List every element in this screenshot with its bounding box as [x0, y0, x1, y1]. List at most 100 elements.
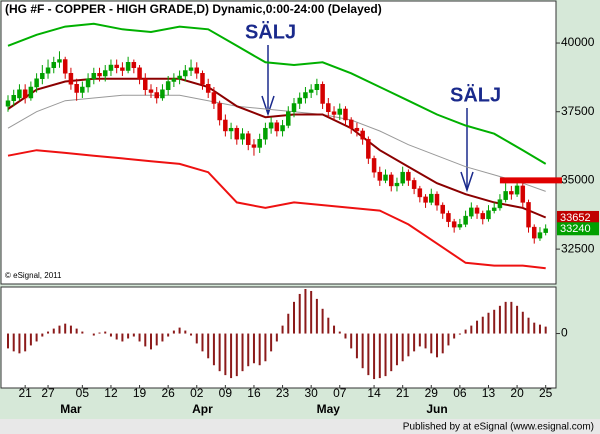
candle-body [143, 78, 148, 90]
x-tick-label: 02 [190, 386, 204, 400]
arrow-head [261, 95, 275, 117]
candle-body [194, 67, 200, 74]
month-label: Jun [426, 402, 447, 416]
oscillator-bar [270, 333, 273, 352]
candle-body [148, 89, 154, 93]
month-label: Mar [60, 402, 82, 416]
candle-body [286, 111, 291, 126]
candle-body [274, 122, 280, 132]
candle-body [85, 78, 91, 88]
candle-body [446, 213, 451, 222]
price-label-box [557, 210, 599, 224]
candle-body [223, 119, 228, 132]
x-tick-label: 16 [247, 386, 261, 400]
candle-body [474, 207, 480, 214]
candle-body [509, 191, 514, 195]
oscillator-bar [430, 333, 433, 354]
oscillator-bar [355, 333, 358, 359]
oscillator-bar [150, 333, 152, 350]
candle-body [11, 94, 16, 101]
oscillator-bar [24, 333, 27, 352]
oscillator-bar [458, 333, 461, 335]
candle-body [68, 73, 74, 85]
candle-body [251, 144, 257, 148]
candle-body [22, 89, 28, 99]
x-tick-label: 25 [539, 386, 553, 400]
candle-body [491, 207, 497, 211]
candle-body [326, 103, 331, 112]
oscillator-bar [413, 333, 416, 352]
oscillator-bar [52, 328, 55, 334]
oscillator-bar [504, 301, 507, 334]
oscillator-bar [264, 333, 267, 362]
x-tick-label: 26 [161, 386, 175, 400]
oscillator-bar [92, 333, 95, 336]
oscillator-bar [510, 301, 513, 334]
candle-body [320, 84, 325, 104]
oscillator-bar [321, 308, 324, 334]
candle-body [183, 70, 188, 77]
candle-body [520, 185, 526, 203]
candle-body [308, 89, 314, 93]
band-line [7, 94, 546, 192]
oscillator-bar [235, 333, 238, 377]
candle-body [268, 122, 274, 129]
candle-body [486, 210, 491, 220]
candle-body [257, 138, 262, 148]
oscillator-bar [138, 333, 141, 342]
month-label: May [317, 402, 341, 416]
candle-body [480, 213, 486, 220]
candle-body [423, 196, 428, 203]
candle-body [154, 92, 159, 99]
annotation: SÄLJ [245, 20, 296, 43]
oscillator-bar [132, 333, 135, 337]
oscillator-bar [258, 333, 261, 366]
x-tick-label: 29 [425, 386, 439, 400]
oscillator-bar [395, 333, 398, 366]
candle-body [80, 86, 85, 93]
oscillator-bar [533, 322, 536, 334]
candle-body [371, 158, 377, 173]
oscillator-bar [109, 333, 112, 337]
oscillator-bar [252, 333, 255, 364]
candle-body [108, 64, 114, 71]
month-label: Apr [192, 402, 213, 416]
oscillator-bar [464, 329, 467, 334]
candle-body [102, 70, 108, 77]
oscillator-bar [247, 333, 250, 367]
candle-body [383, 174, 388, 181]
band-line [7, 77, 547, 219]
candle-body [217, 103, 222, 121]
candle-body [62, 59, 68, 74]
oscillator-bar [453, 333, 456, 339]
annotation-arrows [261, 45, 474, 193]
x-tick-label: 21 [396, 386, 410, 400]
oscillator-bar [493, 309, 496, 334]
x-tick-label: 09 [219, 386, 233, 400]
oscillator-bar [470, 325, 473, 334]
annotation: SÄLJ [450, 83, 501, 106]
oscillator-bar [275, 333, 278, 342]
candle-body [34, 78, 39, 88]
candle-body [240, 133, 245, 140]
oscillator-bar [178, 327, 181, 334]
arrow-head [460, 171, 474, 193]
oscillator-bar [521, 311, 524, 334]
oscillator-bar [195, 333, 198, 344]
oscillator-bar [35, 333, 38, 342]
price-label: 33652 [560, 212, 591, 224]
candle-body [377, 171, 383, 181]
oscillator-bar [218, 333, 221, 372]
candle-body [97, 73, 102, 77]
candle-body [91, 73, 97, 80]
candle-body [5, 100, 11, 107]
candle-body [291, 103, 297, 112]
x-tick-label: 12 [104, 386, 118, 400]
x-tick-label: 30 [304, 386, 318, 400]
oscillator-bar [184, 330, 187, 334]
price-label-box [557, 222, 599, 236]
y-tick-label: 35000 [561, 173, 595, 187]
oscillator-bar [298, 293, 301, 334]
oscillator-bar [172, 330, 175, 334]
band-line [7, 22, 547, 165]
